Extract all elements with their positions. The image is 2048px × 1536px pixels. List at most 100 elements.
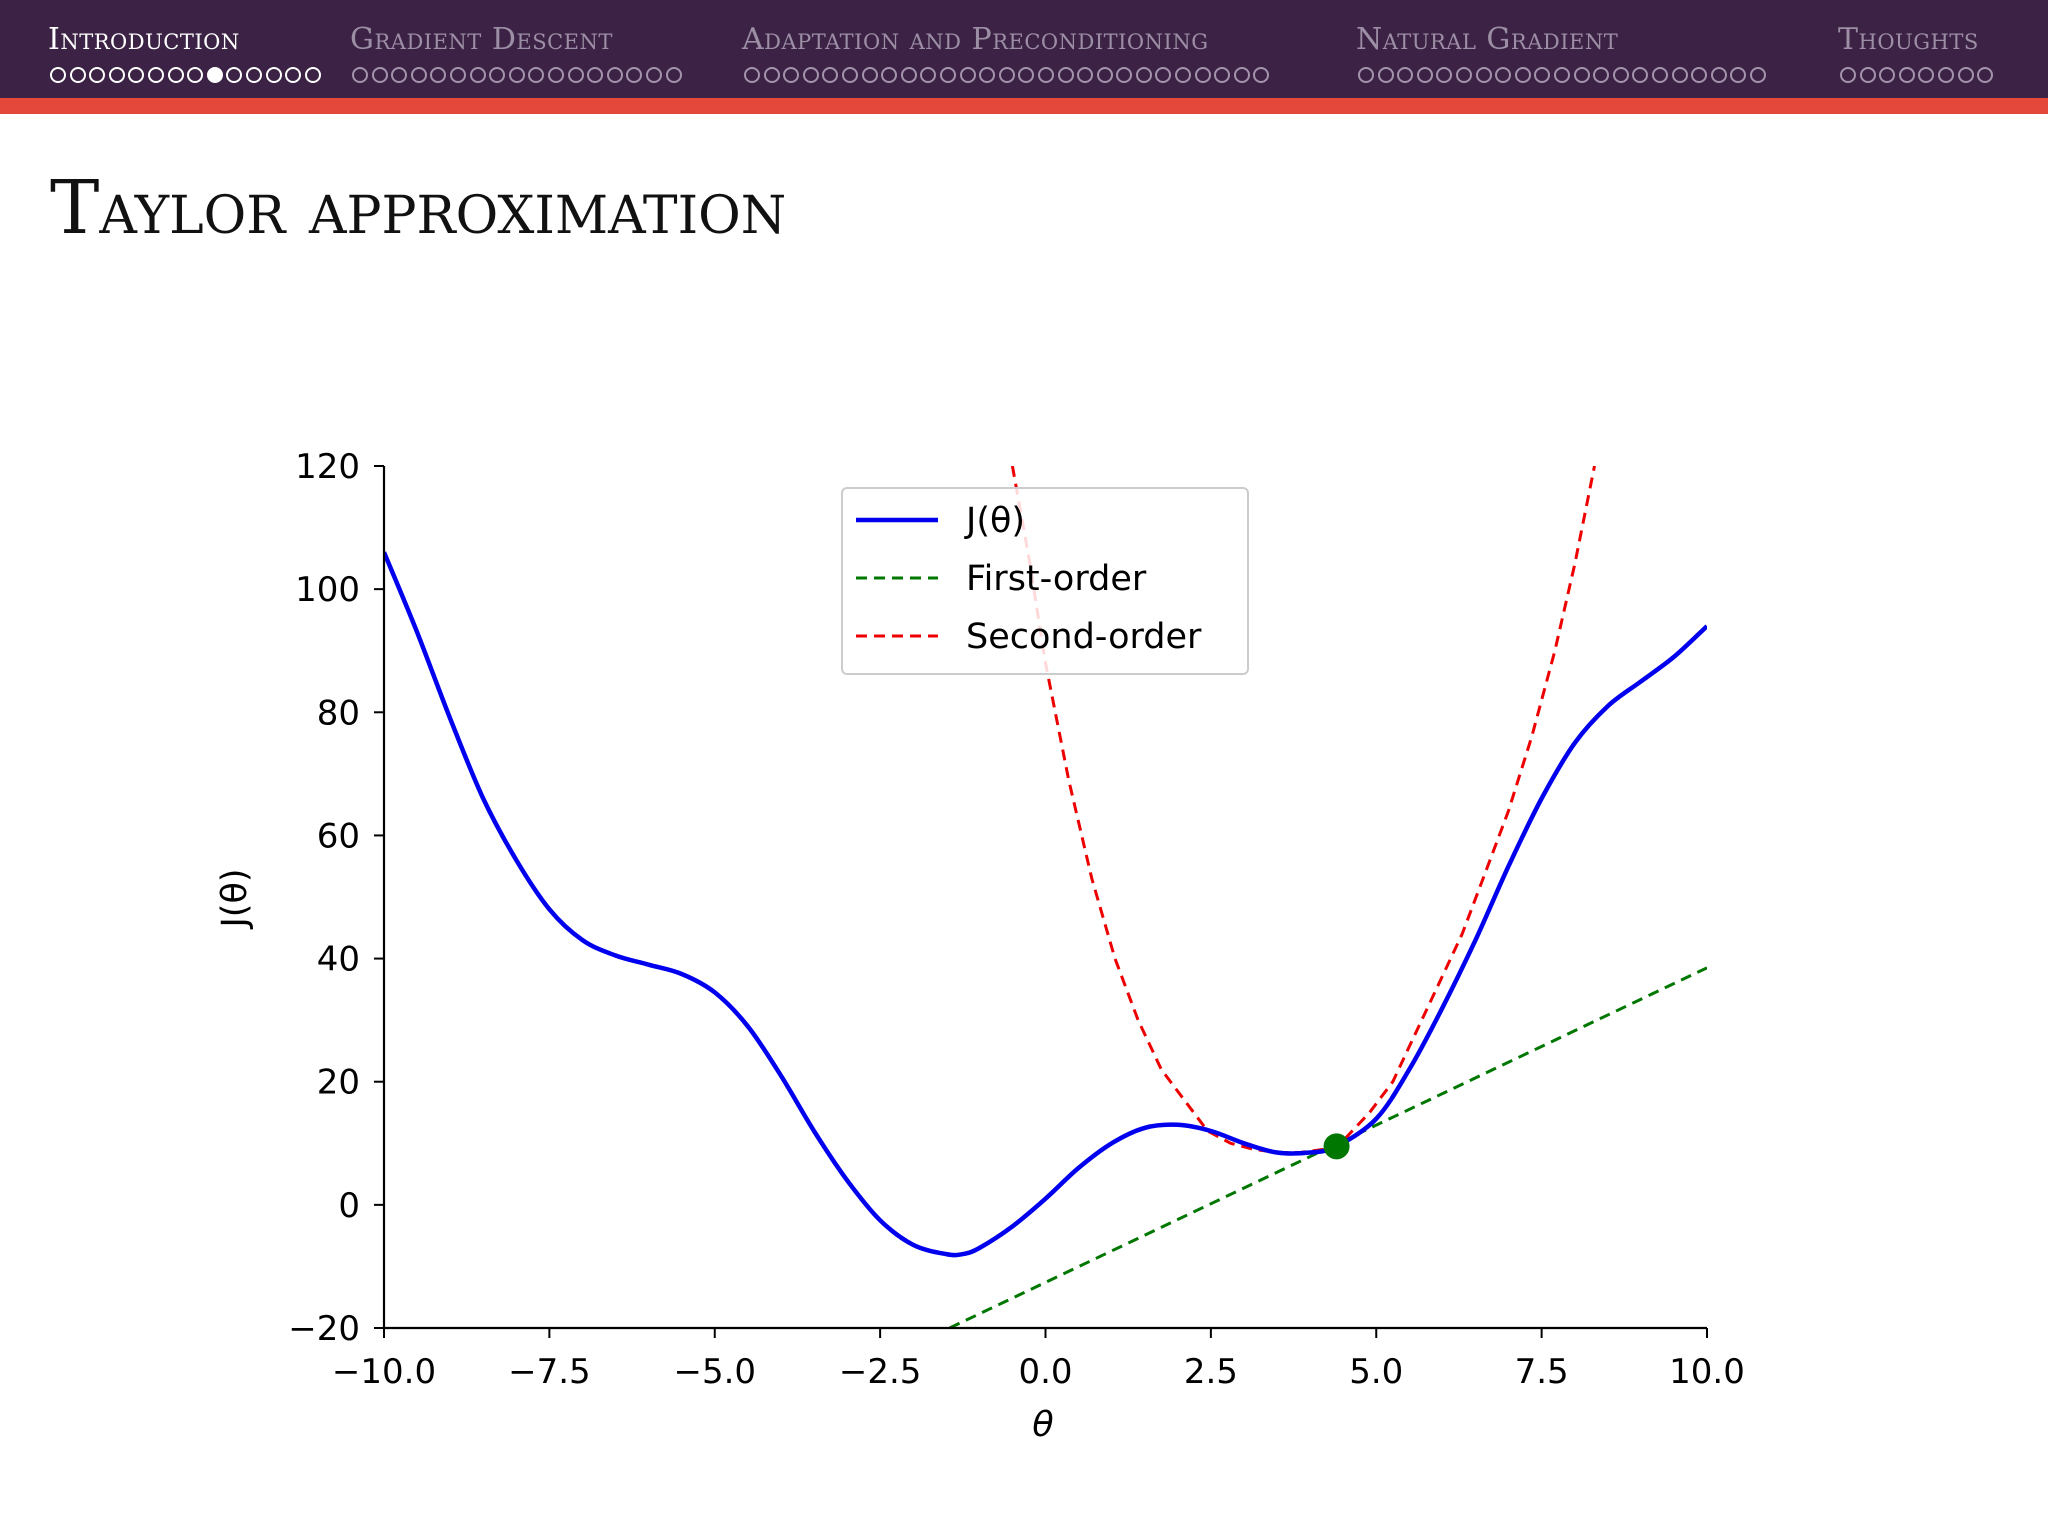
nav-section-label[interactable]: Introduction (48, 22, 240, 57)
slide-dot[interactable] (1077, 67, 1094, 83)
nav-section-label[interactable]: Thoughts (1838, 22, 1979, 57)
slide-dot[interactable] (587, 67, 604, 83)
slide-dot[interactable] (1377, 67, 1394, 83)
slide-dot[interactable] (69, 67, 86, 83)
slide-dot[interactable] (469, 67, 486, 83)
slide-dot[interactable] (1358, 67, 1374, 83)
slide-dot[interactable] (167, 67, 184, 83)
slide-dot[interactable] (1096, 67, 1113, 83)
slide-dot[interactable] (645, 67, 662, 83)
slide-dot[interactable] (1957, 67, 1974, 83)
slide-dot[interactable] (50, 67, 66, 83)
slide-dot[interactable] (1175, 67, 1192, 83)
slide-dot[interactable] (822, 67, 839, 83)
slide-dot[interactable] (959, 67, 976, 83)
slide-dot[interactable] (1573, 67, 1590, 83)
legend-entry-label: First-order (966, 559, 1147, 599)
slide-dot[interactable] (1534, 67, 1551, 83)
slide-dot[interactable] (226, 67, 243, 83)
slide-dot[interactable] (1116, 67, 1133, 83)
slide-dot[interactable] (1671, 67, 1688, 83)
nav-section-label[interactable]: Gradient Descent (350, 22, 613, 57)
slide-dot[interactable] (1937, 67, 1954, 83)
slide-dot[interactable] (1416, 67, 1433, 83)
slide-dot[interactable] (1233, 67, 1250, 83)
slide-dot[interactable] (265, 67, 282, 83)
slide-dot[interactable] (1898, 67, 1915, 83)
slide-dot[interactable] (489, 67, 506, 83)
slide-dot[interactable] (1514, 67, 1531, 83)
slide-dot[interactable] (371, 67, 388, 83)
slide-dot[interactable] (108, 67, 125, 83)
slide-dot[interactable] (1018, 67, 1035, 83)
slide-dot[interactable] (1253, 67, 1270, 83)
x-tick-label: 5.0 (1349, 1352, 1403, 1392)
slide-dot[interactable] (744, 67, 760, 83)
slide-dot[interactable] (352, 67, 368, 83)
slide-dot[interactable] (783, 67, 800, 83)
x-tick-label: −2.5 (839, 1352, 922, 1392)
slide-dot[interactable] (900, 67, 917, 83)
slide-dot[interactable] (1632, 67, 1649, 83)
slide-dot[interactable] (939, 67, 956, 83)
slide-dot[interactable] (1553, 67, 1570, 83)
slide-dot[interactable] (449, 67, 466, 83)
slide-dot[interactable] (920, 67, 937, 83)
slide-dot[interactable] (89, 67, 106, 83)
slide-dot[interactable] (128, 67, 145, 83)
slide-dot[interactable] (187, 67, 204, 83)
slide-dot[interactable] (1495, 67, 1512, 83)
x-tick-label: −5.0 (673, 1352, 756, 1392)
slide-dot[interactable] (410, 67, 427, 83)
slide-dot[interactable] (1840, 67, 1856, 83)
slide-dot[interactable] (528, 67, 545, 83)
slide-dot[interactable] (1475, 67, 1492, 83)
slide-dot[interactable] (1135, 67, 1152, 83)
slide-dot[interactable] (1691, 67, 1708, 83)
slide-dot[interactable] (1749, 67, 1766, 83)
slide-dot[interactable] (1194, 67, 1211, 83)
slide-dot[interactable] (881, 67, 898, 83)
slide-dot[interactable] (1651, 67, 1668, 83)
y-tick-label: 0 (338, 1186, 360, 1226)
slide-dot[interactable] (626, 67, 643, 83)
slide-dot[interactable] (979, 67, 996, 83)
slide-dot[interactable] (1455, 67, 1472, 83)
slide-dot[interactable] (802, 67, 819, 83)
slide-dot[interactable] (304, 67, 321, 83)
slide-dot[interactable] (430, 67, 447, 83)
current-slide-dot[interactable] (206, 67, 223, 83)
nav-section-label[interactable]: Natural Gradient (1356, 22, 1619, 57)
slide-dot[interactable] (1057, 67, 1074, 83)
slide-dot[interactable] (606, 67, 623, 83)
slide-dot[interactable] (147, 67, 164, 83)
slide-dot[interactable] (1037, 67, 1054, 83)
slide-dot[interactable] (1214, 67, 1231, 83)
slide-dot[interactable] (1918, 67, 1935, 83)
slide-dot[interactable] (1397, 67, 1414, 83)
nav-section-label[interactable]: Adaptation and Preconditioning (742, 22, 1209, 57)
slide-dot[interactable] (763, 67, 780, 83)
slide-dot[interactable] (841, 67, 858, 83)
slide-dot[interactable] (1612, 67, 1629, 83)
slide-dot[interactable] (998, 67, 1015, 83)
slide-dot[interactable] (245, 67, 262, 83)
slide-dot[interactable] (1155, 67, 1172, 83)
slide-dot[interactable] (1859, 67, 1876, 83)
slide-dot[interactable] (861, 67, 878, 83)
slide-dot[interactable] (1593, 67, 1610, 83)
slide-dot[interactable] (1730, 67, 1747, 83)
slide-dot[interactable] (391, 67, 408, 83)
slide-dot[interactable] (1436, 67, 1453, 83)
slide-dot[interactable] (1977, 67, 1994, 83)
y-tick-label: 100 (295, 570, 360, 610)
legend-entry-label: J(θ) (964, 501, 1025, 541)
slide-dot[interactable] (1879, 67, 1896, 83)
slide-dot[interactable] (508, 67, 525, 83)
slide-dot[interactable] (1710, 67, 1727, 83)
nav-slide-dots (352, 67, 682, 87)
slide-dot[interactable] (567, 67, 584, 83)
slide-dot[interactable] (547, 67, 564, 83)
slide-dot[interactable] (665, 67, 682, 83)
slide-dot[interactable] (285, 67, 302, 83)
